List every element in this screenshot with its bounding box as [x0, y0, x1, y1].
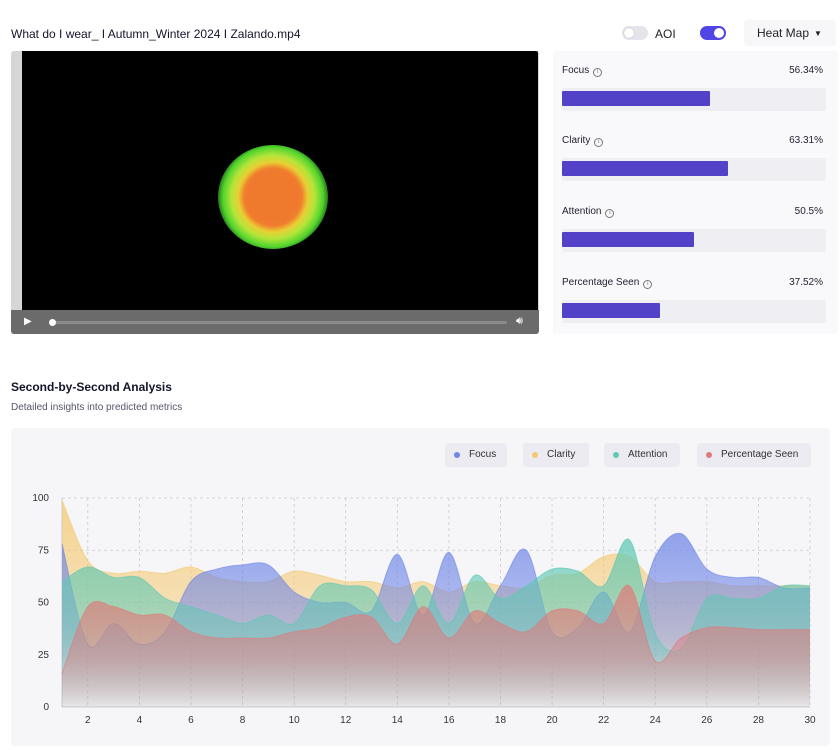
analysis-chart-card: 2 4 6 8 10 12 14 16 18 20 22 24 26 28 30 0 25 50 75 100	[11, 428, 830, 746]
series-line-focus	[61, 532, 811, 648]
seek-thumb[interactable]	[49, 319, 56, 326]
legend-label: Focus	[469, 449, 497, 460]
video-frame	[22, 51, 538, 310]
x-tick-label: 2	[85, 715, 91, 726]
heatmap-toggle[interactable]	[700, 26, 726, 40]
y-tick-label: 25	[38, 650, 50, 661]
legend-dot	[454, 452, 460, 458]
volume-icon[interactable]: 🔊︎	[516, 315, 523, 327]
metric-bar-fill	[562, 232, 695, 247]
metric-value: 50.5%	[794, 206, 823, 217]
legend-item-clarity[interactable]: Clarity	[523, 443, 589, 467]
analysis-title: Second-by-Second Analysis	[11, 380, 172, 394]
x-tick-label: 30	[804, 715, 816, 726]
series-line-percentage-seen	[61, 584, 810, 674]
legend-label: Attention	[628, 449, 668, 460]
metric-percentage-seen: Percentage Seen i 37.52%	[553, 263, 838, 323]
x-tick-label: 20	[547, 715, 559, 726]
series-area-percentage-seen	[62, 585, 810, 707]
seek-bar[interactable]	[51, 321, 507, 324]
x-tick-label: 8	[240, 715, 246, 726]
legend-dot	[706, 452, 712, 458]
x-tick-label: 28	[753, 715, 765, 726]
metric-focus: Focus i 56.34%	[553, 51, 838, 111]
legend-label: Clarity	[547, 449, 576, 460]
metric-label: Attention	[562, 206, 602, 217]
x-tick-label: 16	[443, 715, 455, 726]
info-icon[interactable]: i	[593, 68, 603, 77]
y-tick-label: 100	[32, 493, 49, 504]
y-tick-label: 50	[38, 598, 50, 609]
metric-bar-track	[562, 88, 826, 111]
caret-down-icon: ▼	[814, 29, 822, 38]
x-tick-label: 18	[495, 715, 507, 726]
x-tick-label: 4	[137, 715, 143, 726]
metric-clarity: Clarity i 63.31%	[553, 121, 838, 181]
aoi-toggle-label: AOI	[655, 27, 676, 41]
x-tick-label: 26	[701, 715, 713, 726]
metric-label: Focus	[562, 65, 590, 76]
play-icon[interactable]: ▶	[24, 316, 32, 327]
metric-bar-fill	[562, 91, 710, 106]
metric-bar-track	[562, 229, 826, 252]
legend-item-attention[interactable]: Attention	[604, 443, 680, 467]
y-tick-label: 75	[38, 545, 50, 556]
video-player[interactable]: ▶ 🔊︎	[11, 51, 539, 334]
info-icon[interactable]: i	[594, 138, 604, 147]
metric-value: 63.31%	[789, 135, 823, 146]
legend-item-percentage-seen[interactable]: Percentage Seen	[697, 443, 811, 467]
legend-item-focus[interactable]: Focus	[445, 443, 507, 467]
info-icon[interactable]: i	[605, 209, 615, 218]
toggle-knob	[714, 28, 724, 38]
metric-bar-track	[562, 158, 826, 181]
toggle-knob	[624, 28, 634, 38]
x-tick-label: 22	[598, 715, 610, 726]
metric-attention: Attention i 50.5%	[553, 192, 838, 252]
info-icon[interactable]: i	[643, 280, 653, 289]
metric-bar-fill	[562, 303, 661, 318]
metric-value: 37.52%	[789, 277, 823, 288]
x-tick-label: 12	[340, 715, 352, 726]
legend-label: Percentage Seen	[721, 449, 799, 460]
metric-label: Percentage Seen	[562, 277, 640, 288]
y-tick-label: 0	[43, 702, 49, 713]
x-tick-label: 14	[392, 715, 404, 726]
metric-bar-fill	[562, 161, 728, 176]
x-tick-label: 24	[650, 715, 662, 726]
video-file-title: What do I wear_ I Autumn_Winter 2024 I Z…	[11, 27, 301, 41]
aoi-toggle[interactable]	[622, 26, 648, 40]
x-tick-label: 6	[188, 715, 194, 726]
x-tick-label: 10	[289, 715, 301, 726]
view-mode-select[interactable]: Heat Map ▼	[744, 20, 836, 46]
metric-label: Clarity	[562, 135, 591, 146]
metric-value: 56.34%	[789, 65, 823, 76]
player-controls: ▶ 🔊︎	[11, 310, 539, 334]
legend-dot	[613, 452, 619, 458]
analysis-subtitle: Detailed insights into predicted metrics	[11, 402, 183, 413]
heatmap-overlay	[218, 145, 328, 249]
metric-bar-track	[562, 300, 826, 323]
metrics-panel: Focus i 56.34% Clarity i 63.31% Attention i…	[553, 51, 838, 334]
view-mode-value: Heat Map	[757, 26, 810, 40]
legend-dot	[532, 452, 538, 458]
